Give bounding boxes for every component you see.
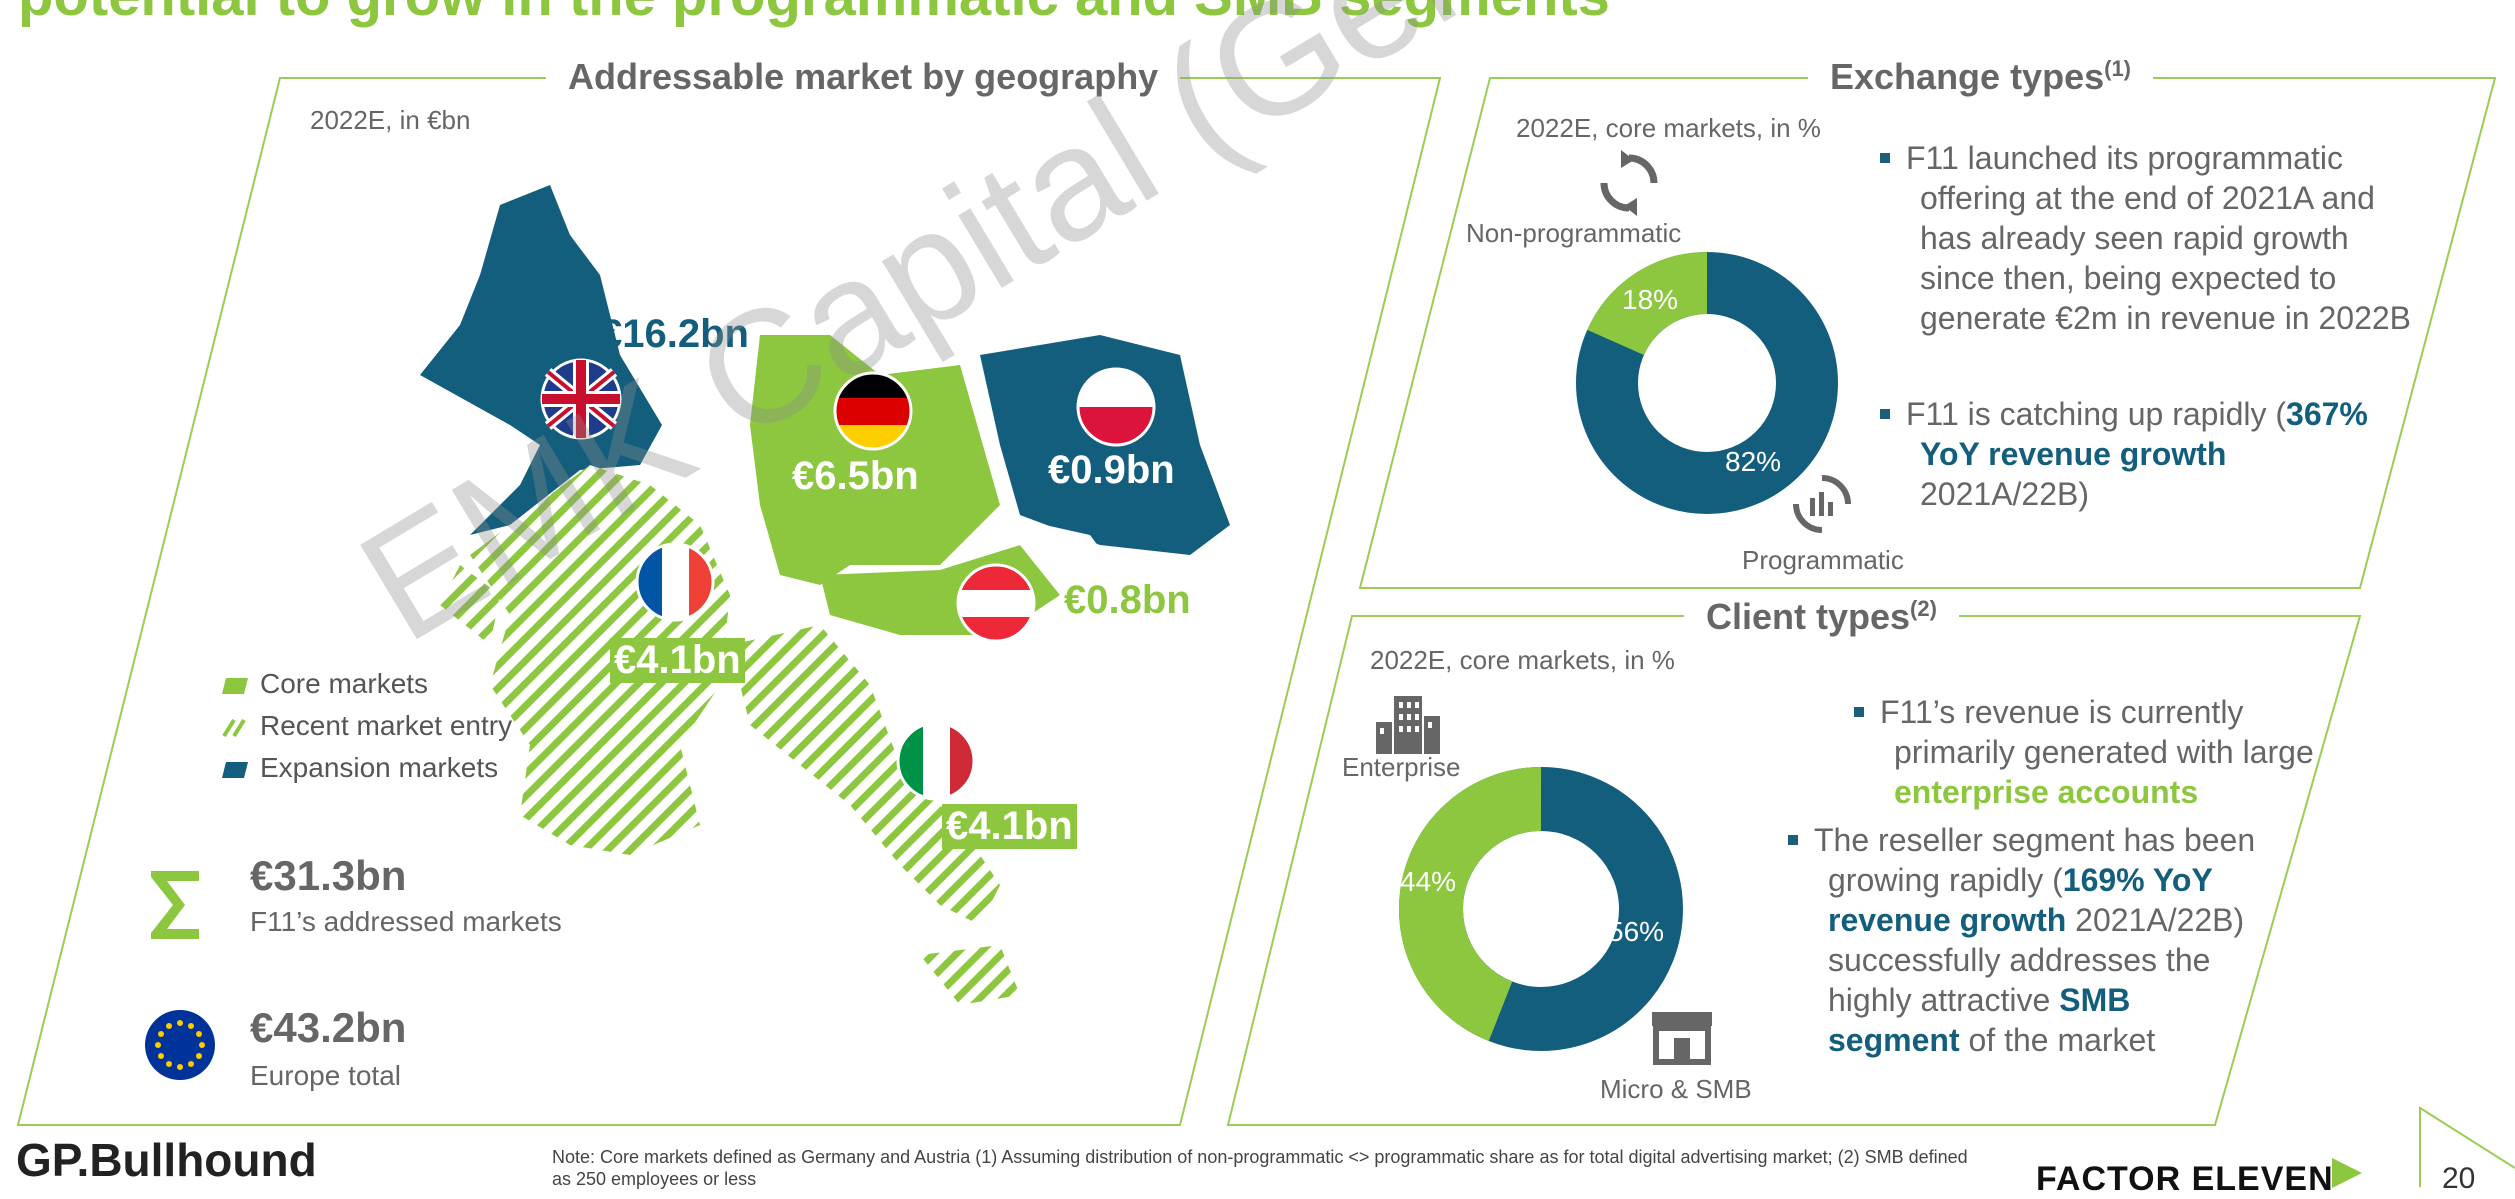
france-flag-icon xyxy=(635,542,715,622)
client-donut xyxy=(1398,767,1683,1051)
gp-bullhound-logo: GP.Bullhound xyxy=(16,1134,317,1186)
client-title: Client types(2) xyxy=(1684,596,1959,638)
exchange-bullet-2: F11 is catching up rapidly (367% YoY rev… xyxy=(1880,394,2390,514)
czech-shape xyxy=(940,515,1120,595)
italy-shape xyxy=(730,625,1000,925)
client-pct-blue: 56% xyxy=(1608,916,1665,947)
footnote: Note: Core markets defined as Germany an… xyxy=(552,1147,1968,1189)
factor-eleven-logo: FACTOR ELEVEN xyxy=(2036,1160,2334,1198)
micro-smb-label: Micro & SMB xyxy=(1600,1074,1752,1104)
refresh-icon xyxy=(1600,150,1658,216)
legend-expansion-markets: Expansion markets xyxy=(260,752,499,783)
austria-value: €0.8bn xyxy=(1064,578,1191,622)
italy-value: €4.1bn xyxy=(942,804,1077,849)
enterprise-label: Enterprise xyxy=(1342,752,1461,782)
core-markets-swatch-icon xyxy=(222,678,248,694)
client-donut-green-arc xyxy=(1398,767,1542,1042)
exchange-bullet-1: F11 launched its programmatic offering a… xyxy=(1880,138,2430,338)
uk-flag-icon xyxy=(540,358,622,440)
europe-total-label: Europe total xyxy=(250,1060,401,1091)
geo-title: Addressable market by geography xyxy=(546,56,1181,98)
exchange-panel-frame xyxy=(1358,77,2497,589)
legend-core-markets: Core markets xyxy=(260,668,429,699)
uk-value: €16.2bn xyxy=(600,312,749,356)
recent-entry-swatch-icon xyxy=(222,718,246,738)
page-number: 20 xyxy=(2442,1162,2476,1195)
exchange-donut xyxy=(1576,252,1838,514)
eu-flag-icon xyxy=(145,1010,215,1080)
france-value: €4.1bn xyxy=(610,638,745,683)
programmatic-label: Programmatic xyxy=(1742,545,1904,575)
germany-value: €6.5bn xyxy=(792,454,919,498)
client-panel-frame xyxy=(1226,615,2362,1126)
client-pct-green: 44% xyxy=(1400,866,1457,897)
client-subtitle: 2022E, core markets, in % xyxy=(1370,645,1675,675)
non-programmatic-label: Non-programmatic xyxy=(1466,218,1682,248)
exchange-pct-green: 18% xyxy=(1622,284,1679,315)
europe-map xyxy=(420,185,1230,1005)
programmatic-icon xyxy=(1793,475,1851,533)
exchange-title: Exchange types(1) xyxy=(1808,56,2154,98)
exchange-donut-green-arc xyxy=(1587,252,1709,357)
sigma-icon xyxy=(151,871,199,939)
addressed-markets-label: F11’s addressed markets xyxy=(250,906,562,937)
client-bullet-1: F11’s revenue is currently primarily gen… xyxy=(1854,692,2324,812)
legend-recent-entry: Recent market entry xyxy=(260,710,513,741)
factor-eleven-arrow-icon xyxy=(2332,1158,2362,1188)
iberia-shape xyxy=(440,565,500,645)
geo-subtitle: 2022E, in €bn xyxy=(310,105,471,135)
austria-flag-icon xyxy=(956,563,1036,643)
exchange-pct-blue: 82% xyxy=(1725,446,1782,477)
poland-shape xyxy=(980,335,1230,555)
poland-value: €0.9bn xyxy=(1048,448,1175,492)
europe-total-value: €43.2bn xyxy=(250,1004,407,1051)
germany-flag-icon xyxy=(833,371,913,451)
uk-shape xyxy=(420,185,662,535)
client-bullet-2: The reseller segment has been growing ra… xyxy=(1788,820,2268,1060)
expansion-markets-swatch-icon xyxy=(222,762,248,778)
exchange-subtitle: 2022E, core markets, in % xyxy=(1516,113,1821,143)
shop-icon xyxy=(1652,1012,1712,1065)
addressed-markets-value: €31.3bn xyxy=(250,852,407,899)
germany-shape xyxy=(750,335,1000,585)
italy-flag-icon xyxy=(896,721,976,801)
page-headline: potential to grow in the programmatic an… xyxy=(18,0,1610,29)
page-corner xyxy=(2419,1106,2515,1187)
sicily-shape xyxy=(920,945,1020,1005)
poland-flag-icon xyxy=(1076,367,1156,447)
enterprise-building-icon xyxy=(1376,696,1440,754)
